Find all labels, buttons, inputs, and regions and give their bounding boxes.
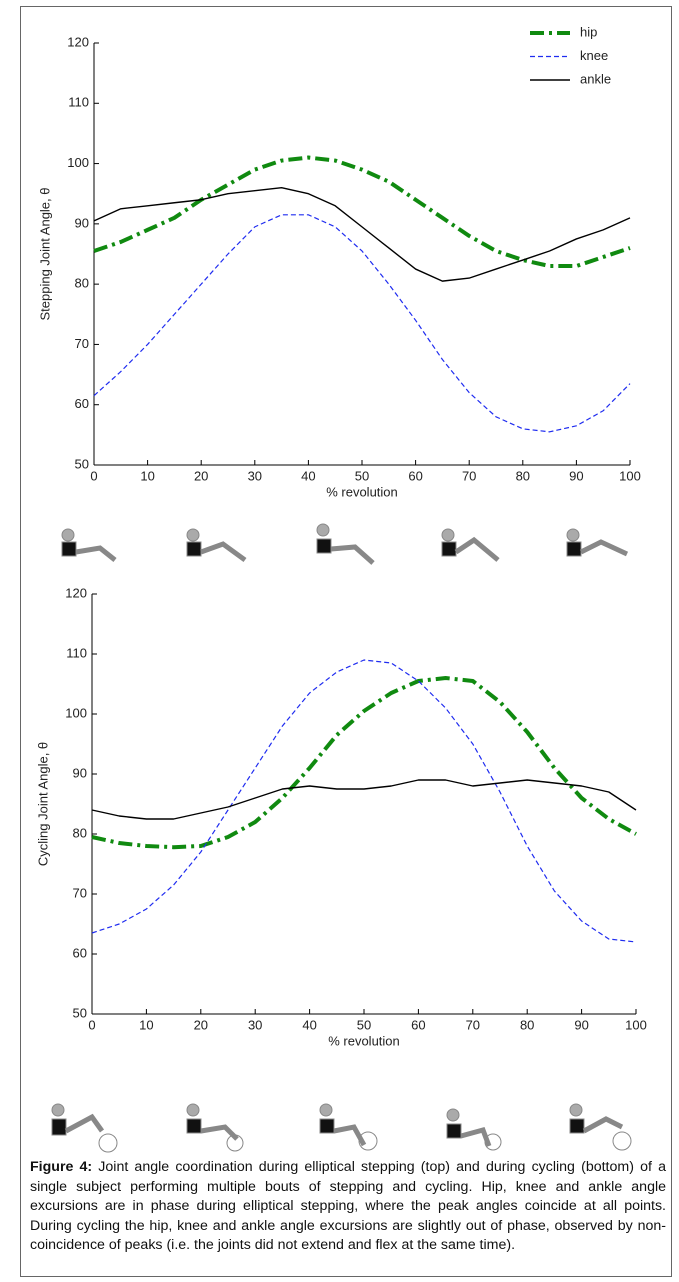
pose-icon [441, 528, 500, 562]
x-tick-label: 90 [569, 468, 583, 483]
x-tick-label: 60 [411, 1017, 425, 1032]
caption: Figure 4: Joint angle coordination durin… [30, 1158, 666, 1256]
y-tick-label: 110 [66, 645, 87, 660]
y-tick-label: 50 [75, 456, 89, 471]
pose-icon [186, 528, 247, 563]
legend-label: hip [580, 24, 597, 39]
caption-label: Figure 4: [30, 1159, 93, 1175]
y-tick-label: 120 [65, 585, 87, 600]
x-tick-label: 80 [520, 1017, 534, 1032]
x-tick-label: 70 [466, 1017, 480, 1032]
x-tick-label: 100 [625, 1017, 647, 1032]
pose-icon [51, 1103, 118, 1153]
legend-label: knee [580, 48, 608, 63]
pose-icon [569, 1103, 632, 1151]
x-tick-label: 70 [462, 468, 476, 483]
y-axis-label: Cycling Joint Angle, θ [35, 742, 50, 866]
pose-icon [319, 1103, 378, 1151]
series-line [93, 214, 631, 433]
y-axis-label: Stepping Joint Angle, θ [37, 188, 52, 321]
x-tick-label: 40 [302, 1017, 316, 1032]
x-tick-label: 50 [355, 468, 369, 483]
pose-icons [51, 523, 632, 1153]
y-tick-label: 110 [68, 95, 89, 110]
caption-text: Joint angle coordination during elliptic… [30, 1159, 666, 1253]
series-line [91, 676, 637, 850]
x-tick-label: 40 [301, 468, 315, 483]
x-tick-label: 20 [194, 468, 208, 483]
x-tick-label: 30 [248, 1017, 262, 1032]
y-tick-label: 70 [73, 885, 87, 900]
x-axis-label: % revolution [328, 1033, 400, 1048]
y-tick-label: 80 [73, 825, 87, 840]
y-tick-label: 100 [67, 155, 89, 170]
legend-label: ankle [580, 71, 611, 86]
figure-border [20, 6, 672, 1277]
x-tick-label: 60 [408, 468, 422, 483]
y-tick-label: 100 [65, 705, 87, 720]
y-tick-label: 70 [75, 336, 89, 351]
x-tick-label: 90 [574, 1017, 588, 1032]
pose-icon [316, 523, 375, 565]
x-tick-label: 50 [357, 1017, 371, 1032]
y-tick-label: 120 [67, 34, 89, 49]
y-tick-label: 90 [75, 215, 89, 230]
series-line [91, 779, 637, 820]
x-tick-label: 100 [619, 468, 641, 483]
series-line [91, 659, 637, 943]
y-tick-label: 90 [73, 765, 87, 780]
y-tick-label: 60 [75, 396, 89, 411]
pose-icon [446, 1108, 502, 1151]
x-tick-label: 20 [194, 1017, 208, 1032]
x-tick-label: 0 [90, 468, 97, 483]
x-tick-label: 10 [140, 468, 154, 483]
y-tick-label: 60 [73, 945, 87, 960]
x-tick-label: 30 [248, 468, 262, 483]
y-tick-label: 50 [73, 1005, 87, 1020]
pose-icon [61, 528, 117, 562]
x-axis-label: % revolution [326, 484, 398, 499]
series-line [93, 155, 631, 269]
x-tick-label: 10 [139, 1017, 153, 1032]
y-tick-label: 80 [75, 276, 89, 291]
x-tick-label: 80 [516, 468, 530, 483]
series-line [93, 186, 631, 282]
pose-icon [186, 1103, 244, 1152]
pose-icon [566, 528, 629, 557]
x-tick-label: 0 [88, 1017, 95, 1032]
